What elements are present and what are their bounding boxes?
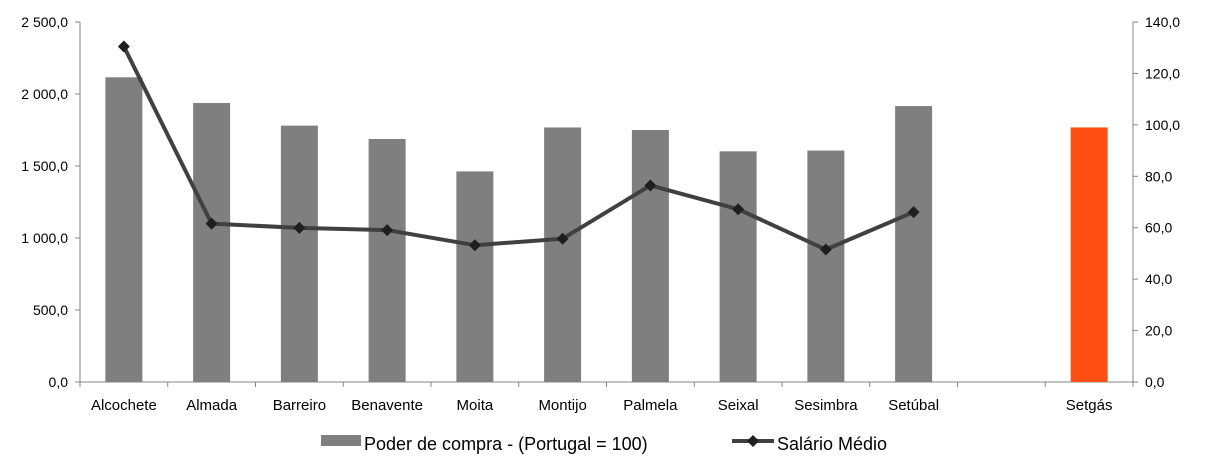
- salario-medio-point: [732, 203, 745, 216]
- salario-medio-point: [644, 179, 657, 192]
- y-right-tick-label: 60,0: [1145, 220, 1172, 236]
- legend-line-marker: [747, 435, 759, 447]
- bar-series: [105, 77, 1108, 383]
- bar-setúbal: [895, 106, 933, 382]
- salario-medio-point: [556, 232, 569, 245]
- salario-medio-point: [381, 224, 394, 237]
- bar-almada: [193, 103, 231, 382]
- y-right-tick-label: 40,0: [1145, 271, 1172, 287]
- bar-alcochete: [105, 77, 143, 383]
- salario-medio-point: [907, 206, 920, 219]
- bar-sesimbra: [807, 150, 845, 382]
- x-category-label: Setúbal: [888, 397, 939, 414]
- x-category-label: Barreiro: [273, 397, 326, 414]
- legend: Poder de compra - (Portugal = 100) Salári…: [321, 434, 887, 454]
- salario-medio-point: [205, 217, 218, 230]
- legend-bar-label: Poder de compra - (Portugal = 100): [364, 434, 648, 454]
- y-left-tick-label: 1 000,0: [21, 230, 68, 246]
- x-category-label: Sesimbra: [794, 397, 858, 414]
- y-left-tick-label: 0,0: [49, 374, 69, 390]
- bar-benavente: [368, 139, 406, 382]
- salario-medio-line: [122, 45, 915, 252]
- bar-barreiro: [280, 125, 318, 382]
- salario-medio-point: [293, 221, 306, 234]
- salario-medio-point: [117, 40, 130, 53]
- legend-line-label: Salário Médio: [777, 434, 887, 454]
- x-category-label: Moita: [457, 397, 494, 414]
- y-left-tick-label: 500,0: [33, 302, 68, 318]
- y-right-tick-label: 120,0: [1145, 65, 1180, 81]
- y-right-tick-label: 20,0: [1145, 323, 1172, 339]
- y-right-tick-label: 100,0: [1145, 117, 1180, 133]
- y-right-tick-label: 140,0: [1145, 14, 1180, 30]
- y-left-tick-label: 2 500,0: [21, 14, 68, 30]
- y-left-tick-label: 2 000,0: [21, 86, 68, 102]
- salario-medio-point: [468, 239, 481, 252]
- legend-bar-swatch: [321, 435, 361, 446]
- y-left-tick-label: 1 500,0: [21, 158, 68, 174]
- bar-palmela: [631, 130, 669, 382]
- bar-setgás: [1070, 127, 1108, 382]
- salario-medio-point: [819, 243, 832, 256]
- axes: [75, 21, 1138, 387]
- x-category-label: Benavente: [351, 397, 423, 414]
- bar-moita: [456, 171, 494, 382]
- axis-labels: 0,0 500,0 1 000,0 1 500,0 2 000,0 2 500,0 0,0 2…: [21, 14, 1180, 414]
- x-category-label: Montijo: [538, 397, 586, 414]
- x-category-label: Alcochete: [91, 397, 157, 414]
- y-right-tick-label: 80,0: [1145, 168, 1172, 184]
- line-series: [117, 40, 920, 256]
- x-category-label: Almada: [186, 397, 238, 414]
- x-category-label: Palmela: [623, 397, 678, 414]
- bar-seixal: [719, 151, 757, 382]
- x-category-label: Setgás: [1066, 397, 1113, 414]
- y-right-tick-label: 0,0: [1145, 374, 1165, 390]
- bar-montijo: [544, 127, 582, 382]
- x-category-label: Seixal: [718, 397, 759, 414]
